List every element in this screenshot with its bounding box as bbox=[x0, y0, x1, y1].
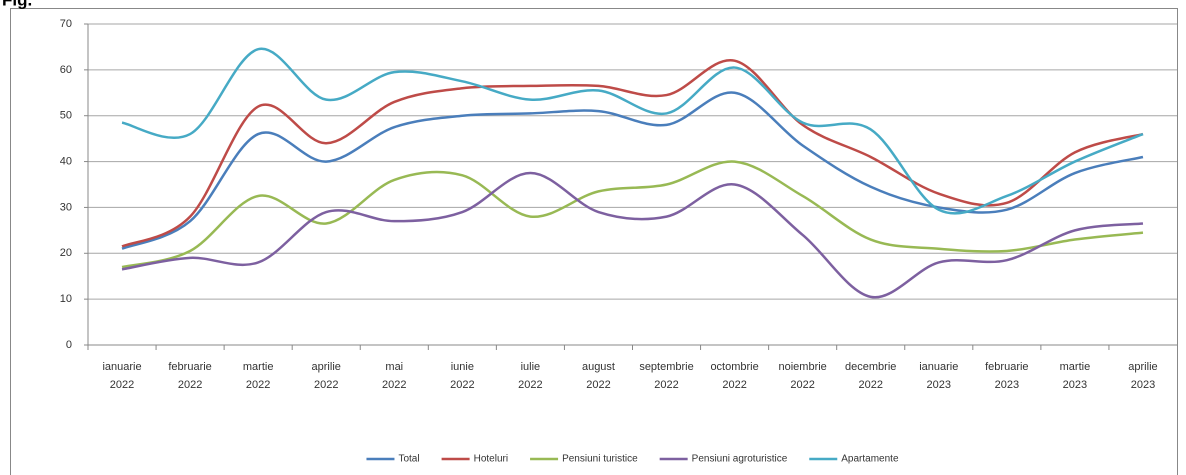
legend: Total Hoteluri Pensiuni turistice Pensiuni … bbox=[366, 454, 899, 465]
x-tick-label: aprilie 2023 bbox=[1128, 361, 1157, 391]
x-tick-label: martie 2023 bbox=[1060, 361, 1091, 391]
x-tick-label: mai 2022 bbox=[382, 361, 406, 391]
line-series bbox=[121, 171, 1144, 299]
y-tick-label: 20 bbox=[60, 247, 72, 259]
x-tick-label: ianuarie 2022 bbox=[102, 361, 141, 391]
x-tick-label: septembrie 2022 bbox=[639, 361, 693, 391]
y-tick-label: 50 bbox=[60, 110, 72, 122]
legend-label: Apartamente bbox=[841, 454, 899, 465]
x-tick-label: august 2022 bbox=[582, 361, 615, 391]
figure-label: Fig. bbox=[2, 0, 32, 9]
x-tick-label: aprilie 2022 bbox=[312, 361, 341, 391]
x-tick-label: februarie 2023 bbox=[985, 361, 1028, 391]
legend-label: Pensiuni turistice bbox=[562, 454, 638, 465]
y-tick-label: 60 bbox=[60, 64, 72, 76]
line-series bbox=[121, 59, 1144, 248]
x-tick-label: decembrie 2022 bbox=[845, 361, 896, 391]
x-tick-label: octombrie 2022 bbox=[710, 361, 758, 391]
x-tick-label: martie 2022 bbox=[243, 361, 274, 391]
y-tick-label: 0 bbox=[66, 339, 72, 351]
x-tick-label: iunie 2022 bbox=[450, 361, 474, 391]
x-tick-label: februarie 2022 bbox=[168, 361, 211, 391]
legend-label: Hoteluri bbox=[474, 454, 508, 465]
legend-label: Pensiuni agroturistice bbox=[692, 454, 788, 465]
x-tick-label: iulie 2022 bbox=[518, 361, 542, 391]
line-series bbox=[121, 47, 1144, 215]
x-tick-label: ianuarie 2023 bbox=[919, 361, 958, 391]
chart-frame bbox=[10, 8, 1178, 475]
line-series bbox=[121, 160, 1144, 269]
y-tick-label: 40 bbox=[60, 155, 72, 167]
y-tick-label: 70 bbox=[60, 18, 72, 30]
y-tick-label: 30 bbox=[60, 201, 72, 213]
x-tick-label: noiembrie 2022 bbox=[779, 361, 827, 391]
legend-label: Total bbox=[398, 454, 419, 465]
y-tick-label: 10 bbox=[60, 293, 72, 305]
